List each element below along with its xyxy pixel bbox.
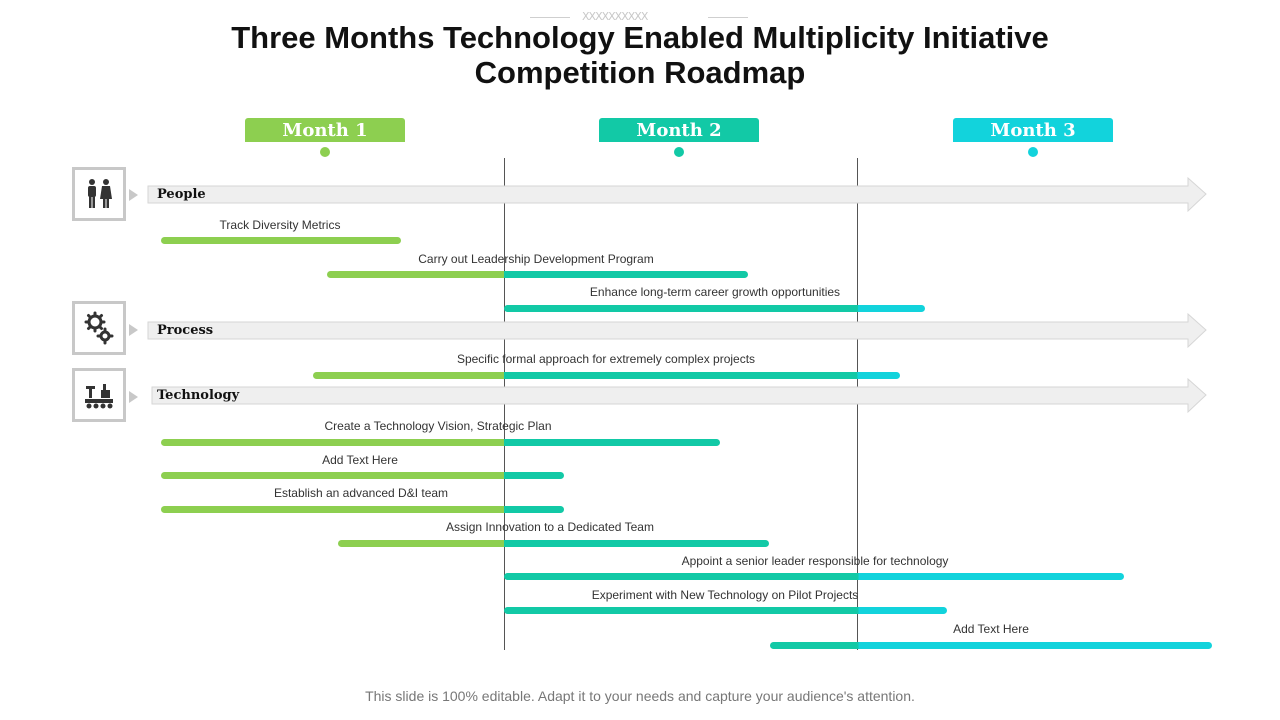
process-icon-box bbox=[72, 301, 126, 355]
section-label-process: Process bbox=[157, 323, 214, 338]
month-3-tab: Month 3 bbox=[953, 118, 1113, 142]
technology-icon-box bbox=[72, 368, 126, 422]
section-label-people: People bbox=[157, 187, 206, 202]
task-bar bbox=[504, 573, 1124, 580]
task-bar bbox=[160, 439, 720, 446]
task-bar bbox=[160, 472, 565, 479]
gears-icon bbox=[84, 311, 114, 345]
page-title: Three Months Technology Enabled Multipli… bbox=[140, 20, 1140, 90]
task-label: Establish an advanced D&I team bbox=[273, 486, 449, 500]
task-bar bbox=[160, 506, 565, 513]
task-bar bbox=[504, 305, 926, 312]
task-label: Add Text Here bbox=[953, 622, 1029, 636]
task-label: Experiment with New Technology on Pilot … bbox=[591, 588, 859, 602]
task-label: Assign Innovation to a Dedicated Team bbox=[446, 520, 654, 534]
people-icon-pointer bbox=[129, 189, 138, 201]
task-bar bbox=[504, 607, 947, 614]
task-label: Specific formal approach for extremely c… bbox=[456, 352, 756, 366]
factory-icon bbox=[85, 384, 113, 409]
task-label: Carry out Leadership Development Program bbox=[418, 252, 654, 266]
title-line-1: Three Months Technology Enabled Multipli… bbox=[231, 20, 1049, 55]
people-icon-box bbox=[72, 167, 126, 221]
people-arrow bbox=[147, 176, 1207, 213]
month-2-tab: Month 2 bbox=[599, 118, 759, 142]
task-bar bbox=[312, 372, 901, 379]
process-arrow bbox=[147, 312, 1207, 349]
task-bar bbox=[769, 642, 1212, 649]
footer-note: This slide is 100% editable. Adapt it to… bbox=[365, 688, 915, 704]
task-bar bbox=[160, 237, 402, 244]
month-1-tab: Month 1 bbox=[245, 118, 405, 142]
header-decoration: XXXXXXXXXX bbox=[530, 10, 750, 26]
month-1-dot bbox=[320, 147, 330, 157]
people-icon bbox=[88, 179, 112, 208]
task-label: Track Diversity Metrics bbox=[219, 218, 341, 232]
title-line-2: Competition Roadmap bbox=[474, 55, 806, 90]
task-bar bbox=[327, 271, 749, 278]
decoration-text: XXXXXXXXXX bbox=[582, 10, 648, 23]
task-label: Appoint a senior leader responsible for … bbox=[681, 554, 949, 568]
month-3-dot bbox=[1028, 147, 1038, 157]
task-label: Add Text Here bbox=[322, 453, 398, 467]
section-label-technology: Technology bbox=[157, 388, 240, 403]
task-bar bbox=[337, 540, 770, 547]
technology-icon-pointer bbox=[129, 391, 138, 403]
month-2-dot bbox=[674, 147, 684, 157]
technology-arrow bbox=[151, 377, 1207, 414]
task-label: Create a Technology Vision, Strategic Pl… bbox=[324, 419, 552, 433]
task-label: Enhance long-term career growth opportun… bbox=[589, 285, 841, 299]
process-icon-pointer bbox=[129, 324, 138, 336]
